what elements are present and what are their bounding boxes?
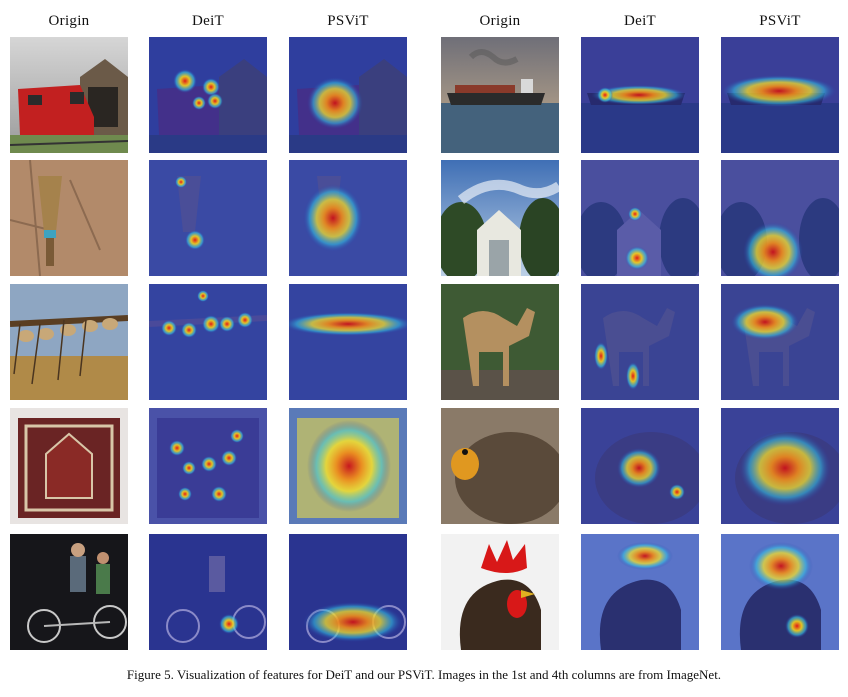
heatmap-greenhouse-deit [581, 160, 699, 276]
heatmap-broom-deit [149, 160, 267, 276]
image-prayer-rug-origin [10, 408, 128, 524]
heatmap-prayer-rug-psvit [289, 408, 407, 524]
image-greenhouse-origin [441, 160, 559, 276]
image-camel-origin [441, 284, 559, 400]
image-rooster-origin [441, 534, 559, 650]
heatmap-tandem-bicycle-deit [149, 534, 267, 650]
image-broom-origin [10, 160, 128, 276]
image-train-origin [10, 37, 128, 153]
heatmap-camel-deit [581, 284, 699, 400]
header-psvit-right: PSViT [759, 13, 801, 29]
image-ship-origin [441, 37, 559, 153]
heatmap-prairie-chicken-psvit [721, 408, 839, 524]
heatmap-broom-psvit [289, 160, 407, 276]
heatmap-tandem-bicycle-psvit [289, 534, 407, 650]
header-origin-left: Origin [48, 13, 90, 29]
heatmap-train-psvit [289, 37, 407, 153]
figure-caption: Figure 5. Visualization of features for … [126, 667, 722, 682]
header-psvit-left: PSViT [327, 13, 369, 29]
image-prairie-chicken-origin [441, 408, 559, 524]
heatmap-ship-deit [581, 37, 699, 153]
heatmap-camel-psvit [721, 284, 839, 400]
heatmap-twigs-deit [149, 284, 267, 400]
header-deit-left: DeiT [191, 13, 225, 29]
header-deit-right: DeiT [623, 13, 657, 29]
heatmap-prairie-chicken-deit [581, 408, 699, 524]
image-tandem-bicycle-origin [10, 534, 128, 650]
heatmap-twigs-psvit [289, 284, 407, 400]
heatmap-train-deit [149, 37, 267, 153]
heatmap-ship-psvit [721, 37, 839, 153]
header-origin-right: Origin [479, 13, 521, 29]
heatmap-greenhouse-psvit [721, 160, 839, 276]
heatmap-rooster-psvit [721, 534, 839, 650]
image-twigs-origin [10, 284, 128, 400]
heatmap-rooster-deit [581, 534, 699, 650]
heatmap-prayer-rug-deit [149, 408, 267, 524]
